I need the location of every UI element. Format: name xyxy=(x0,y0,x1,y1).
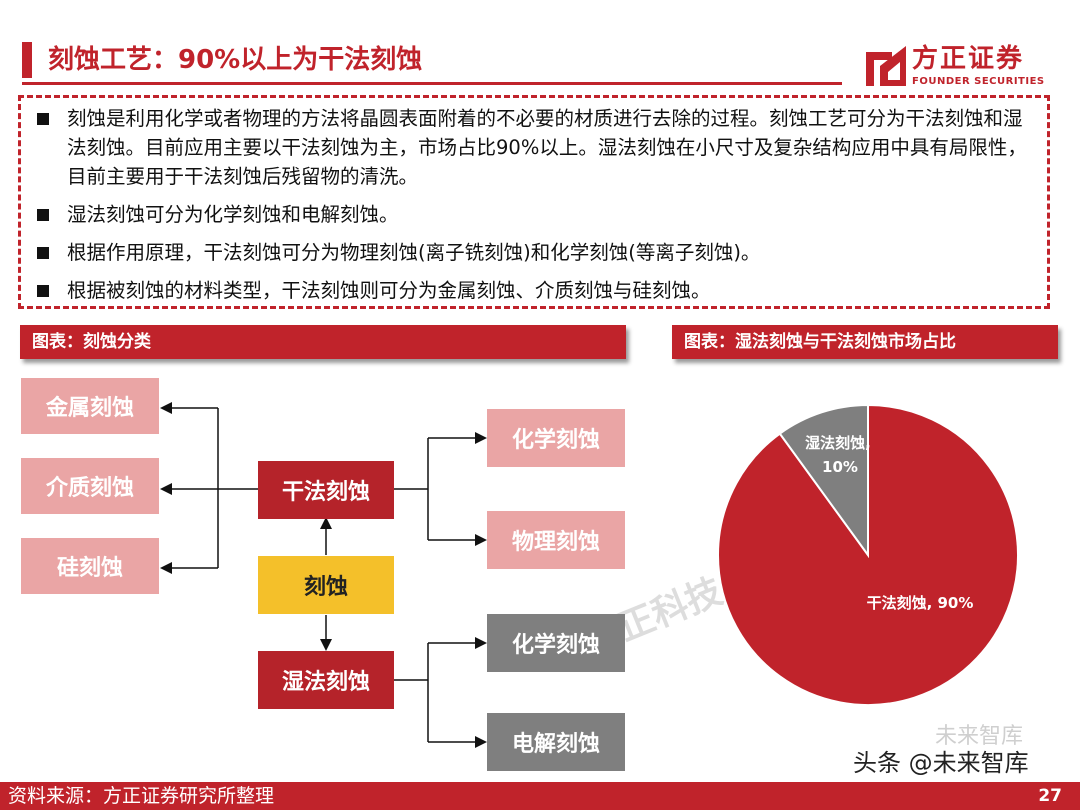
bullet-box: 刻蚀是利用化学或者物理的方法将晶圆表面附着的不必要的材质进行去除的过程。刻蚀工艺… xyxy=(18,95,1050,309)
pie-svg: 干法刻蚀, 90% 湿法刻蚀, 10% xyxy=(717,403,1019,706)
node-wet-etching: 湿法刻蚀 xyxy=(258,651,394,709)
toutiao-watermark: 头条 @未来智库 xyxy=(853,749,1029,777)
market-share-chart-header: 图表：湿法刻蚀与干法刻蚀市场占比 xyxy=(672,325,1058,359)
bullet-text: 根据被刻蚀的材料类型，干法刻蚀则可分为金属刻蚀、介质刻蚀与硅刻蚀。 xyxy=(67,279,711,302)
bullet-item: 根据作用原理，干法刻蚀可分为物理刻蚀(离子铣刻蚀)和化学刻蚀(等离子刻蚀)。 xyxy=(33,238,1035,267)
title-underline xyxy=(22,82,842,85)
bullet-item: 刻蚀是利用化学或者物理的方法将晶圆表面附着的不必要的材质进行去除的过程。刻蚀工艺… xyxy=(33,104,1035,191)
node-wet-chemical-etching: 化学刻蚀 xyxy=(487,614,625,672)
node-silicon-etching: 硅刻蚀 xyxy=(21,538,159,594)
etching-classification-diagram: 金属刻蚀 介质刻蚀 硅刻蚀 干法刻蚀 刻蚀 湿法刻蚀 化学刻蚀 物理刻蚀 化学刻… xyxy=(0,360,650,780)
title-accent-bar xyxy=(22,42,32,78)
founder-logo: 方正证券 FOUNDER SECURITIES xyxy=(866,44,1052,90)
logo-text-cn: 方正证券 xyxy=(912,44,1025,74)
bullet-square-icon xyxy=(37,113,49,125)
founder-logo-icon xyxy=(866,46,906,86)
connector-lines xyxy=(160,402,487,748)
pie-label-dry-etching: 干法刻蚀, 90% xyxy=(867,594,974,612)
node-metal-etching: 金属刻蚀 xyxy=(21,378,159,434)
node-electrolytic-etching: 电解刻蚀 xyxy=(487,713,625,771)
toutiao-ghost-text: 未来智库 xyxy=(935,724,1024,749)
bullet-text: 根据作用原理，干法刻蚀可分为物理刻蚀(离子铣刻蚀)和化学刻蚀(等离子刻蚀)。 xyxy=(67,241,761,264)
node-physical-etching: 物理刻蚀 xyxy=(487,511,625,569)
market-share-pie-chart: 干法刻蚀, 90% 湿法刻蚀, 10% xyxy=(700,390,1080,720)
bullet-square-icon xyxy=(37,209,49,221)
pie-label-wet-etching-name: 湿法刻蚀, xyxy=(805,434,871,452)
bullet-item: 湿法刻蚀可分为化学刻蚀和电解刻蚀。 xyxy=(33,200,1035,229)
node-dry-etching: 干法刻蚀 xyxy=(258,461,394,519)
node-etching-root: 刻蚀 xyxy=(258,556,394,614)
bullet-item: 根据被刻蚀的材料类型，干法刻蚀则可分为金属刻蚀、介质刻蚀与硅刻蚀。 xyxy=(33,276,1035,305)
bullet-square-icon xyxy=(37,285,49,297)
node-dielectric-etching: 介质刻蚀 xyxy=(21,458,159,514)
node-dry-chemical-etching: 化学刻蚀 xyxy=(487,409,625,467)
footer-source: 资料来源：方正证券研究所整理 xyxy=(8,785,275,807)
page-title: 刻蚀工艺：90%以上为干法刻蚀 xyxy=(48,45,423,75)
pie-label-wet-etching-value: 10% xyxy=(822,458,858,476)
bullet-text: 刻蚀是利用化学或者物理的方法将晶圆表面附着的不必要的材质进行去除的过程。刻蚀工艺… xyxy=(67,107,1027,188)
pie-slice-wet-etching xyxy=(778,403,869,559)
bullet-text: 湿法刻蚀可分为化学刻蚀和电解刻蚀。 xyxy=(67,203,399,226)
bullet-square-icon xyxy=(37,247,49,259)
logo-text-en: FOUNDER SECURITIES xyxy=(912,76,1045,87)
classification-chart-header: 图表：刻蚀分类 xyxy=(20,325,626,359)
footer-bar xyxy=(0,782,1080,810)
page-number: 27 xyxy=(1038,786,1062,806)
